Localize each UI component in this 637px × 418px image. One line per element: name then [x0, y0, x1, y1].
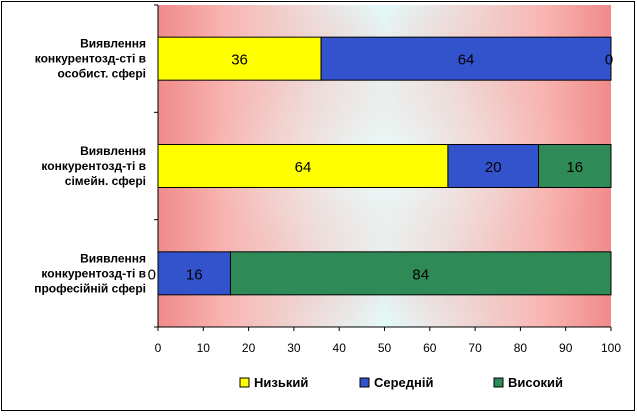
- bar-segment: [447, 144, 540, 188]
- legend-swatch: [359, 377, 370, 388]
- data-label: 64: [458, 52, 475, 69]
- category-label: Виявлення конкурентозд-сті в особист. сфер…: [35, 37, 146, 81]
- data-label: 36: [231, 52, 248, 69]
- x-tick-label: 70: [468, 341, 482, 355]
- x-tick-label: 90: [559, 341, 573, 355]
- data-label: 84: [412, 266, 429, 283]
- x-tick-label: 30: [287, 341, 301, 355]
- bar-segment: [229, 251, 612, 296]
- legend-label: Середній: [374, 375, 434, 390]
- x-tick-label: 60: [423, 341, 437, 355]
- legend-swatch: [493, 377, 504, 388]
- legend-swatch: [239, 377, 250, 388]
- data-label: 0: [605, 52, 613, 69]
- x-tick-label: 20: [242, 341, 256, 355]
- bar-segment: [320, 36, 612, 81]
- x-tick-label: 10: [197, 341, 211, 355]
- data-label: 16: [566, 159, 583, 176]
- category-label: Виявлення конкурентозд-ті в сімейн. сфері: [41, 144, 146, 188]
- data-label: 0: [148, 266, 156, 283]
- x-tick-label: 50: [378, 341, 392, 355]
- x-tick-label: 80: [514, 341, 528, 355]
- category-label: Виявлення конкурентозд-ті в професійній сф…: [34, 251, 146, 295]
- bar-segment: [157, 144, 449, 188]
- data-label: 20: [485, 159, 502, 176]
- data-label: 64: [295, 159, 312, 176]
- x-tick-label: 100: [601, 341, 621, 355]
- bar-segment: [538, 144, 612, 188]
- x-tick-label: 40: [333, 341, 347, 355]
- legend-label: Низький: [254, 375, 308, 390]
- data-label: 16: [186, 266, 203, 283]
- legend-label: Високий: [508, 375, 563, 390]
- x-tick-label: 0: [155, 341, 162, 355]
